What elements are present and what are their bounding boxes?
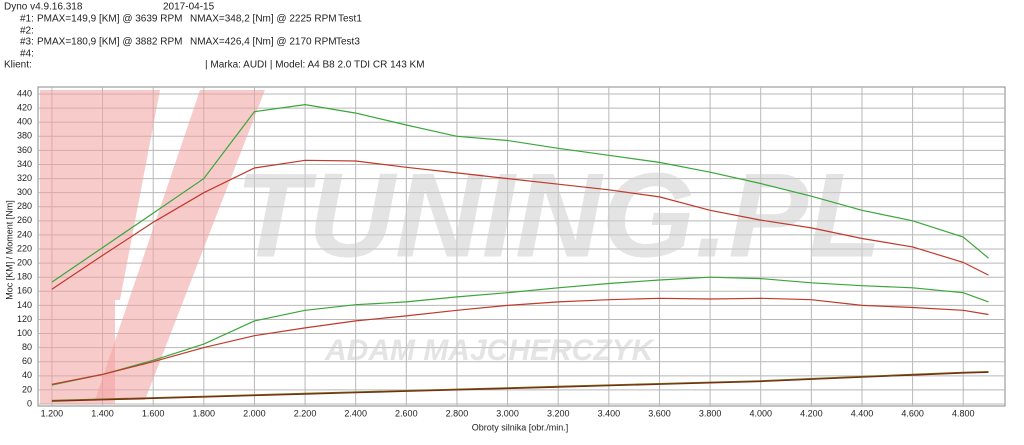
x-tick-label: 4.600	[901, 408, 924, 418]
x-axis-label: Obroty silnika [obr./min.]	[472, 422, 569, 432]
y-tick-label: 300	[17, 187, 32, 197]
y-tick-label: 40	[22, 370, 32, 380]
run-pmax: PMAX=180,9 [KM] @ 3882 RPM	[37, 37, 183, 48]
x-tick-label: 3.400	[598, 408, 621, 418]
client: Klient:	[4, 60, 32, 71]
run-id: #2:	[20, 26, 34, 37]
y-axis-label: Moc [KM] / Moment [Nm]	[4, 200, 14, 300]
y-tick-label: 400	[17, 117, 32, 127]
series-line	[51, 371, 989, 402]
x-tick-label: 2.400	[344, 408, 367, 418]
y-tick-label: 160	[17, 286, 32, 296]
run-pmax: PMAX=149,9 [KM] @ 3639 RPM	[37, 14, 183, 25]
y-tick-label: 340	[17, 159, 32, 169]
y-tick-label: 360	[17, 145, 32, 155]
y-tick-label: 280	[17, 201, 32, 211]
x-tick-label: 3.800	[699, 408, 722, 418]
run-test: Test1	[338, 14, 362, 25]
x-tick-label: 4.000	[749, 408, 772, 418]
x-tick-label: 4.800	[952, 408, 975, 418]
y-tick-label: 440	[17, 88, 32, 98]
run-test: Test3	[336, 37, 360, 48]
x-tick-label: 3.200	[547, 408, 570, 418]
y-tick-label: 20	[22, 384, 32, 394]
watermark-shape	[115, 90, 160, 300]
series-line	[51, 159, 989, 290]
date: 2017-04-15	[163, 2, 215, 13]
x-tick-label: 1.200	[41, 408, 64, 418]
x-tick-label: 2.000	[243, 408, 266, 418]
x-tick-label: 2.600	[395, 408, 418, 418]
y-tick-label: 240	[17, 229, 32, 239]
run-nmax: NMAX=348,2 [Nm] @ 2225 RPM	[190, 14, 337, 25]
lines	[51, 103, 989, 402]
y-tick-label: 220	[17, 243, 32, 253]
y-tick-label: 0	[27, 398, 32, 408]
x-tick-label: 1.600	[142, 408, 165, 418]
series-line	[51, 297, 989, 385]
series-line	[51, 103, 989, 283]
y-tick-label: 200	[17, 257, 32, 267]
run-id: #1:	[20, 14, 34, 25]
y-tick-label: 260	[17, 215, 32, 225]
y-tick-label: 120	[17, 314, 32, 324]
y-tick-label: 100	[17, 328, 32, 338]
x-tick-label: 4.400	[851, 408, 874, 418]
run-id: #3:	[20, 37, 34, 48]
x-tick-label: 1.400	[91, 408, 114, 418]
y-tick-label: 60	[22, 356, 32, 366]
y-tick-label: 80	[22, 342, 32, 352]
watermark-author: ADAM MAJCHERCZYK	[324, 334, 656, 367]
watermark-brand: TUNING.PL	[235, 149, 882, 283]
x-tick-label: 2.800	[446, 408, 469, 418]
x-tick-label: 4.200	[800, 408, 823, 418]
vehicle: | Marka: AUDI | Model: A4 B8 2.0 TDI CR …	[205, 60, 425, 71]
y-tick-label: 140	[17, 300, 32, 310]
x-tick-label: 3.600	[648, 408, 671, 418]
series-line	[51, 276, 989, 386]
y-tick-label: 420	[17, 103, 32, 113]
y-tick-label: 320	[17, 173, 32, 183]
series-line	[51, 371, 989, 402]
run-nmax: NMAX=426,4 [Nm] @ 2170 RPM	[190, 37, 337, 48]
x-tick-label: 1.800	[193, 408, 216, 418]
x-tick-label: 2.200	[294, 408, 317, 418]
y-tick-label: 380	[17, 131, 32, 141]
y-tick-label: 180	[17, 272, 32, 282]
watermark-shape	[95, 90, 265, 400]
x-tick-label: 3.000	[496, 408, 519, 418]
watermark-shape	[40, 90, 115, 404]
run-id: #4:	[20, 49, 34, 60]
version: Dyno v4.9.16.318	[4, 2, 83, 13]
